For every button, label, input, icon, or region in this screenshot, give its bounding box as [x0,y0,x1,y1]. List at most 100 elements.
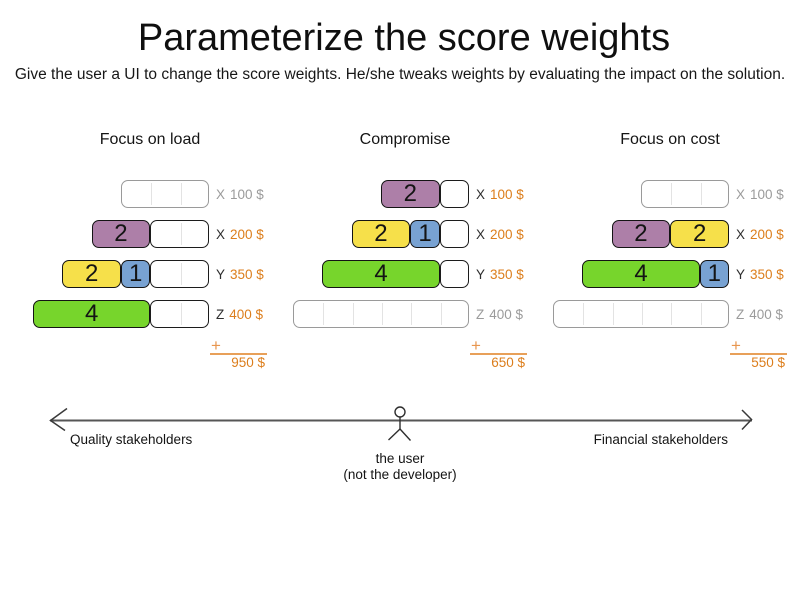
computer-row-label: X 100 $ [476,180,524,208]
process-load-value: 4 [634,260,648,287]
user-caption-line2: (not the developer) [343,467,457,482]
capacity-cell-line [180,263,182,285]
actor-right-leg [399,428,412,441]
process-block: 1 [410,220,440,248]
user-actor-icon [388,406,412,441]
capacity-container [439,220,469,248]
computer-name: X [216,226,226,242]
process-load-value: 2 [114,220,128,247]
process-load-value: 1 [707,260,721,287]
computer-row-label: Y 350 $ [476,260,524,288]
computer-row-label: X 100 $ [216,180,264,208]
process-load-value: 4 [84,300,99,327]
capacity-cell-line [352,303,354,325]
computer-name: X [216,186,226,202]
capacity-container [293,300,469,328]
capacity-cell-line [641,303,643,325]
capacity-container [641,180,729,208]
total-cost-value: 650 $ [491,355,525,370]
computer-row-label: X 200 $ [216,220,264,248]
computer-cost: 200 $ [490,226,524,242]
capacity-container [439,180,469,208]
user-caption-line1: the user [375,451,425,466]
process-load-value: 2 [692,220,707,247]
computer-name: X [476,226,486,242]
process-load-value: 4 [374,260,388,287]
capacity-cell-line [671,183,673,205]
process-block: 2 [351,220,411,248]
capacity-cell-line [583,303,585,325]
computer-name: Z [736,306,745,322]
computer-cost: 400 $ [489,306,524,322]
capacity-container [150,260,209,288]
process-block: 2 [670,220,729,248]
computer-row-label: X 200 $ [736,220,784,248]
sum-line [210,353,267,355]
capacity-container [121,180,209,208]
capacity-cell-line [151,183,153,205]
right-arrowhead-icon [741,409,753,431]
sum-plus-sign: + [731,336,741,355]
capacity-cell-line [440,303,442,325]
process-block: 2 [62,260,121,288]
computer-cost: 350 $ [490,266,524,282]
computer-name: Y [736,266,746,282]
axis-label-financial: Financial stakeholders [593,432,728,447]
computer-name: Y [216,266,226,282]
computer-name: X [476,186,486,202]
capacity-cell-line [180,183,182,205]
sum-plus-sign: + [471,336,481,355]
computer-row-label: X 100 $ [736,180,784,208]
computer-row-label: X 200 $ [476,220,524,248]
capacity-cell-line [180,223,182,245]
panel-title: Compromise [359,131,451,148]
capacity-container [150,220,209,248]
capacity-cell-line [700,183,702,205]
computer-cost: 200 $ [750,226,784,242]
sum-line [730,353,787,355]
computer-row-label: Z 400 $ [476,300,523,328]
computer-cost: 100 $ [230,186,264,202]
sum-line [470,353,527,355]
capacity-cell-line [381,303,383,325]
computer-name: Z [476,306,485,322]
process-load-value: 2 [84,260,99,287]
stakeholder-axis [49,406,753,441]
panel-title: Focus on cost [620,131,720,148]
actor-head [394,406,406,418]
capacity-container [553,300,729,328]
capacity-cell-line [671,303,673,325]
capacity-cell-line [700,303,702,325]
total-cost-value: 550 $ [751,355,785,370]
page-title: Parameterize the score weights [137,17,671,59]
process-block: 4 [322,260,440,288]
process-block: 4 [33,300,151,328]
computer-cost: 100 $ [490,186,524,202]
axis-label-quality: Quality stakeholders [70,432,193,447]
capacity-cell-line [612,303,614,325]
sum-plus-sign: + [211,336,221,355]
computer-cost: 350 $ [750,266,784,282]
computer-name: Y [476,266,486,282]
total-cost-value: 950 $ [231,355,265,370]
process-block: 2 [381,180,440,208]
computer-cost: 200 $ [230,226,264,242]
left-arrowhead-icon [49,407,68,432]
computer-name: Z [216,306,225,322]
actor-left-leg [388,428,401,441]
computer-cost: 400 $ [229,306,264,322]
process-block: 2 [611,220,671,248]
process-load-value: 1 [418,220,432,247]
panel-title: Focus on load [99,131,201,148]
process-block: 2 [91,220,151,248]
computer-row-label: Z 400 $ [216,300,263,328]
process-load-value: 2 [403,180,417,207]
process-load-value: 2 [374,220,388,247]
process-load-value: 1 [128,260,143,287]
computer-name: X [736,186,746,202]
computer-cost: 400 $ [749,306,784,322]
capacity-cell-line [411,303,413,325]
capacity-container [439,260,469,288]
computer-cost: 350 $ [230,266,264,282]
